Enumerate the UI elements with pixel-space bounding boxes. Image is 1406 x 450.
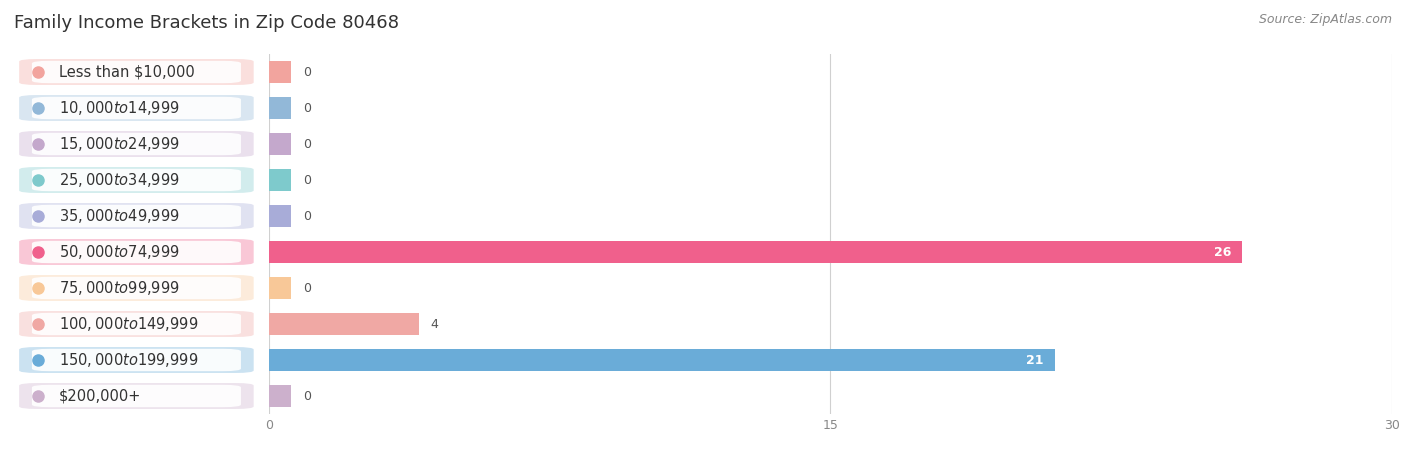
Text: $50,000 to $74,999: $50,000 to $74,999: [59, 243, 180, 261]
Bar: [0, 126, 14, 162]
FancyBboxPatch shape: [32, 241, 240, 263]
Bar: [269, 313, 419, 335]
FancyBboxPatch shape: [32, 97, 240, 119]
FancyBboxPatch shape: [20, 383, 253, 409]
Bar: [0, 234, 14, 270]
Text: $150,000 to $199,999: $150,000 to $199,999: [59, 351, 198, 369]
FancyBboxPatch shape: [32, 205, 240, 227]
Text: $25,000 to $34,999: $25,000 to $34,999: [59, 171, 180, 189]
Text: 0: 0: [302, 210, 311, 222]
Text: 0: 0: [302, 390, 311, 402]
FancyBboxPatch shape: [20, 167, 253, 193]
Bar: [269, 385, 291, 407]
FancyBboxPatch shape: [32, 169, 240, 191]
Bar: [269, 61, 291, 83]
Bar: [0, 378, 269, 414]
Text: $15,000 to $24,999: $15,000 to $24,999: [59, 135, 180, 153]
Text: $35,000 to $49,999: $35,000 to $49,999: [59, 207, 180, 225]
Text: 21: 21: [1026, 354, 1043, 366]
FancyBboxPatch shape: [20, 203, 253, 229]
Text: 0: 0: [302, 66, 311, 78]
FancyBboxPatch shape: [20, 95, 253, 121]
Bar: [269, 205, 291, 227]
Bar: [0, 198, 14, 234]
Bar: [0, 342, 14, 378]
FancyBboxPatch shape: [32, 385, 240, 407]
FancyBboxPatch shape: [20, 239, 253, 265]
FancyBboxPatch shape: [20, 311, 253, 337]
Bar: [0, 270, 14, 306]
Text: 0: 0: [302, 282, 311, 294]
Bar: [0, 162, 14, 198]
FancyBboxPatch shape: [32, 133, 240, 155]
Bar: [269, 133, 291, 155]
FancyBboxPatch shape: [20, 347, 253, 373]
Text: 4: 4: [430, 318, 437, 330]
Text: $200,000+: $200,000+: [59, 388, 141, 404]
Bar: [0, 270, 269, 306]
FancyBboxPatch shape: [32, 277, 240, 299]
Bar: [0, 90, 269, 126]
Text: $100,000 to $149,999: $100,000 to $149,999: [59, 315, 198, 333]
FancyBboxPatch shape: [20, 275, 253, 301]
Bar: [0, 378, 14, 414]
Text: $10,000 to $14,999: $10,000 to $14,999: [59, 99, 180, 117]
Text: 0: 0: [302, 138, 311, 150]
Bar: [0, 54, 269, 90]
Bar: [269, 349, 1054, 371]
FancyBboxPatch shape: [20, 131, 253, 157]
Bar: [0, 54, 14, 90]
FancyBboxPatch shape: [20, 59, 253, 85]
FancyBboxPatch shape: [32, 349, 240, 371]
Bar: [0, 90, 14, 126]
FancyBboxPatch shape: [32, 61, 240, 83]
Text: 0: 0: [302, 102, 311, 114]
Text: 26: 26: [1213, 246, 1232, 258]
Bar: [0, 234, 269, 270]
Bar: [0, 162, 269, 198]
Text: Family Income Brackets in Zip Code 80468: Family Income Brackets in Zip Code 80468: [14, 14, 399, 32]
Bar: [0, 306, 269, 342]
Bar: [269, 97, 291, 119]
Bar: [269, 169, 291, 191]
FancyBboxPatch shape: [32, 313, 240, 335]
Bar: [0, 126, 269, 162]
Text: Less than $10,000: Less than $10,000: [59, 64, 194, 80]
Bar: [0, 342, 269, 378]
Text: $75,000 to $99,999: $75,000 to $99,999: [59, 279, 180, 297]
Text: 0: 0: [302, 174, 311, 186]
Bar: [269, 241, 1243, 263]
Bar: [0, 198, 269, 234]
Text: Source: ZipAtlas.com: Source: ZipAtlas.com: [1258, 14, 1392, 27]
Bar: [269, 277, 291, 299]
Bar: [0, 306, 14, 342]
